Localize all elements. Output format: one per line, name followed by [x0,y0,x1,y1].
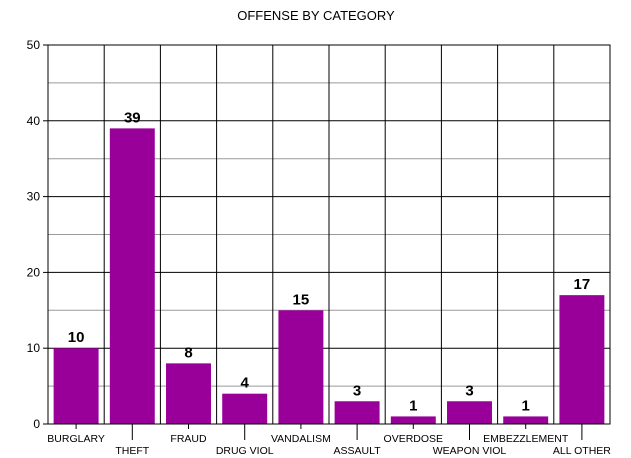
x-tick-label: THEFT [115,445,149,457]
x-axis-ticks: BURGLARY THEFT FRAUD DRUG VIOLVANDALISMASSA… [47,424,611,457]
data-labels: 10 39 8 4 15 3 1 3 1 17 [68,109,590,414]
data-label: 4 [241,375,250,392]
data-label: 3 [353,382,361,399]
x-tick-label: EMBEZZLEMENT [483,433,569,445]
data-label: 8 [184,344,192,361]
data-label: 17 [574,276,591,293]
bar [390,416,436,424]
bar [334,401,380,424]
y-tick-label: 20 [27,265,41,279]
x-tick-label: WEAPON VIOL [433,445,507,457]
data-label: 10 [68,329,85,346]
chart-title: OFFENSE BY CATEGORY [237,8,395,23]
x-tick-label: ALL OTHER [553,445,611,457]
bar [559,295,605,424]
x-tick-label: VANDALISM [271,433,331,445]
y-axis-ticks: 0 10 20 30 40 50 [27,38,48,431]
y-tick-label: 0 [33,417,40,431]
bar [166,363,211,424]
data-label: 39 [124,109,141,126]
x-tick-label: FRAUD [170,433,207,445]
category-dividers [103,45,555,424]
bars [53,128,605,424]
plot-frame [47,44,611,425]
bar [53,348,99,424]
bar [222,393,268,424]
bar [109,128,155,424]
data-label: 3 [465,382,473,399]
bar [447,401,492,424]
x-tick-label: BURGLARY [47,433,105,445]
data-label: 15 [293,291,310,308]
x-tick-label: DRUG VIOL [216,445,274,457]
bar [278,310,324,424]
bar [503,416,549,424]
y-tick-label: 30 [27,190,41,204]
x-tick-label: ASSAULT [334,445,382,457]
data-label: 1 [409,397,417,414]
data-label: 1 [522,397,530,414]
y-tick-label: 10 [27,341,41,355]
y-tick-label: 40 [27,114,41,128]
y-tick-label: 50 [27,38,41,52]
x-tick-label: OVERDOSE [384,433,444,445]
